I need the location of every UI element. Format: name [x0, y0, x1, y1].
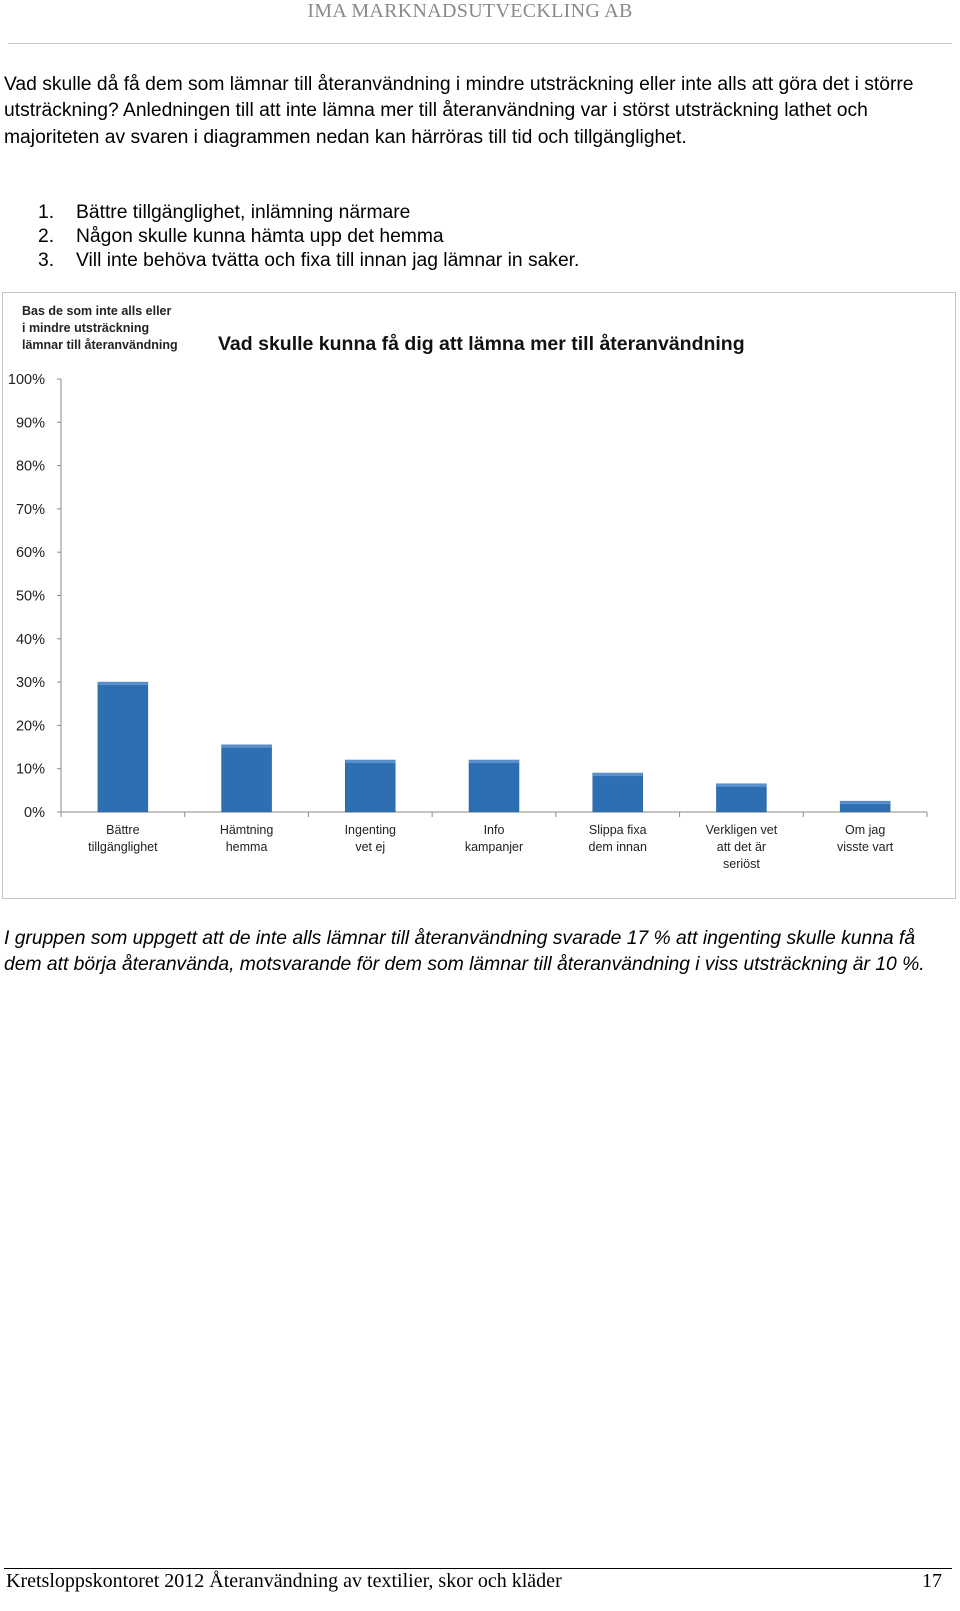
bar-highlight — [221, 744, 272, 748]
x-tick-label: Hämtning — [220, 823, 274, 837]
page-number: 17 — [922, 1570, 942, 1592]
chart-subtitle-line: i mindre utsträckning — [22, 321, 149, 335]
y-tick-label: 60% — [16, 545, 45, 561]
chart-title: Vad skulle kunna få dig att lämna mer ti… — [218, 332, 745, 355]
bar — [468, 759, 520, 813]
bar-highlight — [716, 783, 767, 787]
chart-canvas: Bas de som inte alls eller i mindre utstr… — [8, 304, 928, 871]
x-tick-label: Info — [484, 823, 505, 837]
page-header: IMA MARKNADSUTVECKLING AB — [307, 0, 633, 22]
footer-title: Kretsloppskontoret 2012 Återanvändning a… — [6, 1570, 562, 1592]
x-tick-label: vet ej — [355, 840, 385, 854]
x-tick-label: hemma — [226, 840, 268, 854]
list-number: 2. — [38, 226, 55, 248]
list-number: 1. — [38, 202, 55, 223]
x-tick-label: Bättre — [106, 823, 139, 837]
x-tick-label: Slippa fixa — [589, 823, 647, 837]
x-tick-label: visste vart — [837, 840, 894, 854]
y-tick-label: 40% — [16, 632, 45, 648]
y-tick-label: 0% — [24, 805, 45, 821]
chart-subtitle-line: Bas de som inte alls eller — [22, 304, 172, 318]
list-item: 1. Bättre tillgänglighet, inlämning närm… — [0, 201, 579, 225]
x-tick-label: tillgänglighet — [88, 840, 158, 854]
bar-highlight — [97, 682, 148, 686]
y-tick-label: 100% — [8, 372, 45, 388]
y-tick-label: 70% — [16, 502, 45, 518]
x-tick-label: Om jag — [845, 823, 885, 837]
bar-highlight — [592, 773, 643, 777]
bar — [97, 681, 149, 813]
list-text: Vill inte behöva tvätta och fixa till in… — [76, 250, 580, 272]
x-tick-label: dem innan — [589, 840, 647, 854]
list-text: Någon skulle kunna hämta upp det hemma — [76, 226, 444, 248]
bar — [345, 759, 396, 813]
bar-highlight — [840, 801, 891, 805]
y-tick-label: 90% — [16, 415, 45, 431]
bar — [221, 744, 272, 813]
footer-divider — [4, 1568, 952, 1569]
x-tick-label: Ingenting — [345, 823, 396, 837]
bar-highlight — [345, 760, 396, 764]
bar — [716, 783, 767, 813]
list-number: 3. — [38, 250, 55, 272]
list-text: Bättre tillgänglighet, inlämning närmare — [76, 202, 411, 223]
y-tick-label: 30% — [16, 675, 45, 691]
list-item: 3. Vill inte behöva tvätta och fixa till… — [0, 249, 579, 273]
y-tick-label: 80% — [16, 459, 45, 475]
conclusion-paragraph: I gruppen som uppgett att de inte alls l… — [4, 928, 925, 975]
reasons-list: 1. Bättre tillgänglighet, inlämning närm… — [0, 201, 579, 274]
x-tick-label: att det är — [717, 840, 766, 854]
y-tick-label: 50% — [16, 589, 45, 605]
x-tick-label: kampanjer — [465, 840, 523, 854]
y-tick-label: 20% — [16, 718, 45, 734]
header-divider — [8, 43, 952, 44]
chart-subtitle-line: lämnar till återanvändning — [22, 338, 178, 352]
bar-highlight — [469, 760, 519, 764]
intro-paragraph: Vad skulle då få dem som lämnar till åte… — [4, 74, 914, 148]
bar-chart: Bas de som inte alls eller i mindre utstr… — [2, 292, 956, 899]
x-tick-label: Verkligen vet — [706, 823, 778, 837]
list-item: 2. Någon skulle kunna hämta upp det hemm… — [0, 225, 579, 249]
bar — [592, 772, 643, 813]
x-tick-label: seriöst — [723, 857, 760, 871]
y-tick-label: 10% — [16, 762, 45, 778]
